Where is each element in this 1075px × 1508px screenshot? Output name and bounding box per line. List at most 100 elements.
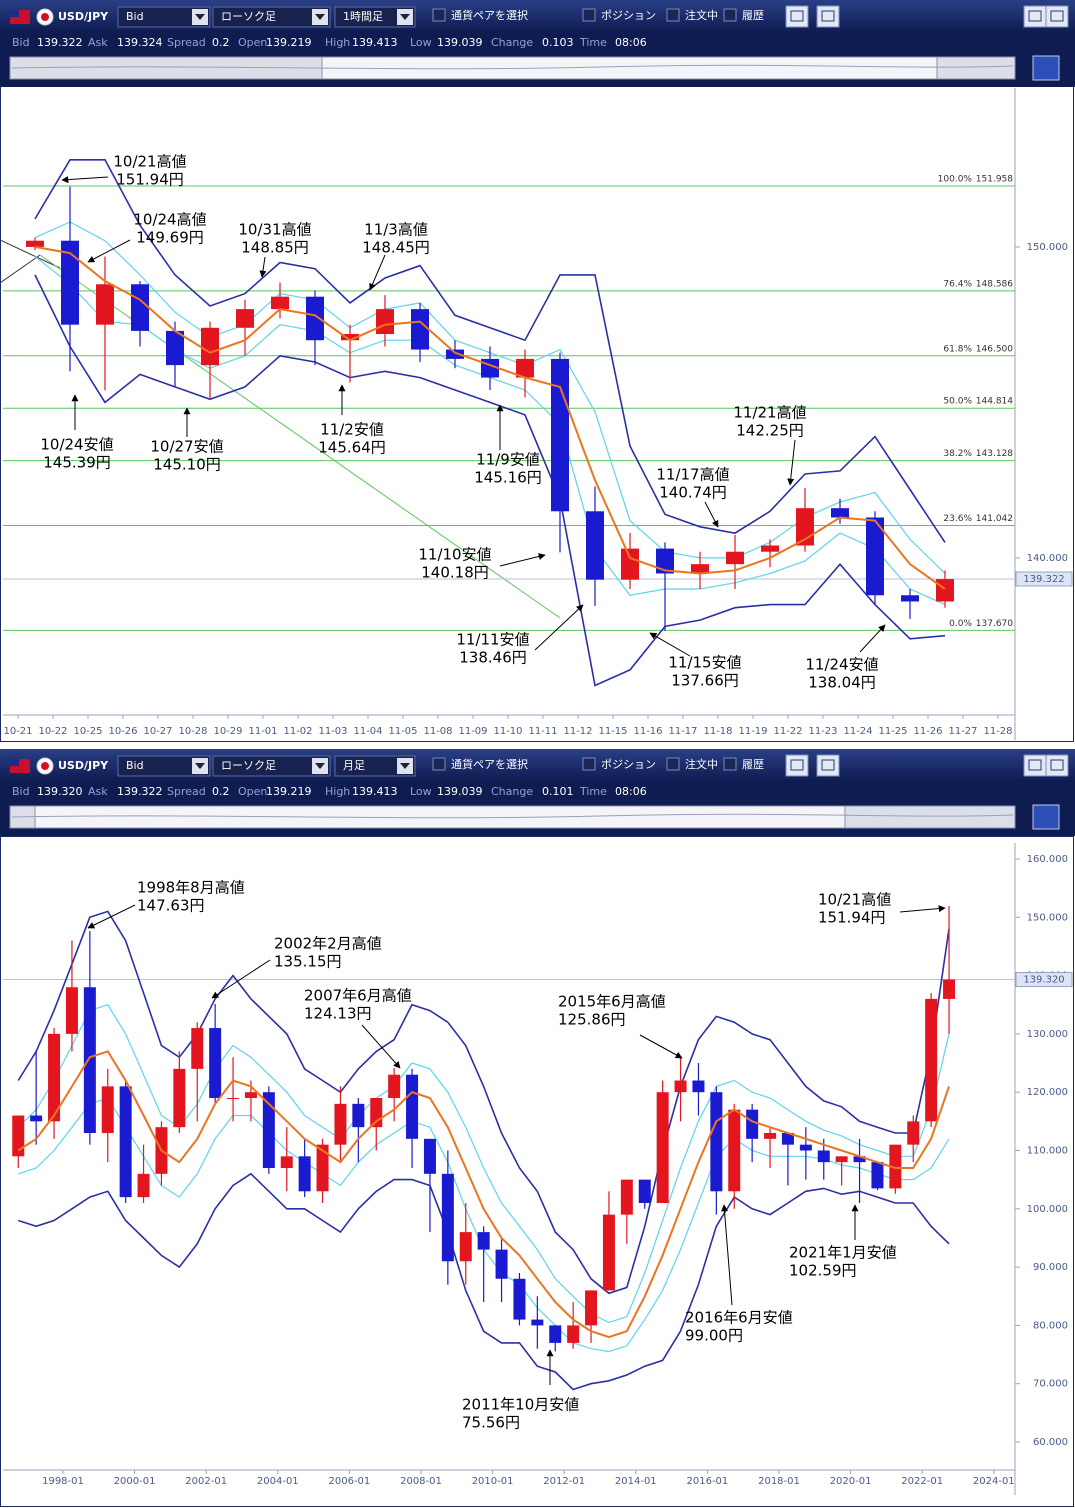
candle-body [831,508,849,518]
checkbox-label[interactable]: 履歴 [742,9,764,22]
select[interactable] [334,6,416,28]
icon-button[interactable] [1023,754,1047,777]
annotation-arrow [211,959,271,999]
flag-icon [41,762,49,770]
checkbox[interactable] [666,757,680,771]
checkbox[interactable] [723,8,737,22]
checkbox-label[interactable]: 注文中 [685,8,718,22]
candle-body [656,1092,669,1203]
quote-value: 139.322 [117,785,163,798]
quote-label: Open [238,785,267,798]
annotation-text: 10/24高値 [133,211,206,229]
checkbox[interactable] [582,757,596,771]
annotation-price: 124.13円 [304,1005,372,1023]
x-tick-label: 11-09 [458,726,487,737]
icon-button[interactable] [1045,754,1069,777]
candle-body [889,1144,902,1189]
annotation-price: 102.59円 [789,1262,857,1280]
checkbox-label[interactable]: 通貨ペアを選択 [451,8,528,22]
checkbox[interactable] [432,757,446,771]
navigator-window[interactable] [34,805,846,829]
candle-body [201,327,219,366]
annotation-text: 10/21高値 [113,153,186,171]
checkbox[interactable] [432,8,446,22]
fib-ratio: 23.6% [943,514,972,524]
select[interactable] [334,755,416,777]
annotation-text: 2015年6月高値 [558,993,666,1011]
x-tick-label: 11-27 [948,726,977,737]
candle-body [441,1173,454,1262]
select-label[interactable]: Bid [126,10,144,23]
icon-button[interactable] [785,754,809,777]
candle-body [173,1068,186,1128]
checkbox-label[interactable]: ポジション [601,758,656,771]
candle-body [65,987,78,1034]
x-tick-label: 10-29 [213,726,242,737]
select-label[interactable]: ローソク足 [221,759,276,772]
checkbox-label[interactable]: 注文中 [685,757,718,771]
quote-label: Open [238,36,267,49]
candle-body [83,987,96,1134]
candle-body [61,240,79,325]
annotation-price: 140.18円 [421,564,489,582]
select[interactable] [117,6,211,28]
y-tick-label: 130.000 [1027,1029,1068,1040]
select-arrow [315,763,325,769]
candle-body [341,334,359,341]
quote-label: Low [410,785,432,798]
navigator-line [11,64,1014,70]
annotation-price: 148.45円 [362,239,430,257]
select[interactable] [212,6,331,28]
icon-button[interactable] [816,754,840,777]
quote-value: 139.320 [37,785,83,798]
annotation-arrow [499,553,546,567]
select-label[interactable]: Bid [126,759,144,772]
candle-body [280,1156,293,1168]
fib-value: 148.586 [976,279,1013,289]
annotation-text: 11/15安値 [668,654,741,672]
checkbox-label[interactable]: 通貨ペアを選択 [451,757,528,771]
x-tick-label: 11-18 [703,726,732,737]
y-tick-label: 90.000 [1033,1262,1068,1273]
checkbox-label[interactable]: ポジション [601,9,656,22]
candle-body [30,1115,43,1122]
candle-body [298,1156,311,1192]
annotation-text: 11/3高値 [364,221,428,239]
bollinger-band [17,1003,950,1324]
candle-body [227,1098,240,1100]
y-tick-label: 120.000 [1027,1087,1068,1098]
checkbox[interactable] [723,757,737,771]
fib-ratio: 76.4% [943,279,972,289]
candle-body [531,1319,544,1326]
checkbox[interactable] [666,8,680,22]
quote-value: 08:06 [615,36,647,49]
checkbox[interactable] [582,8,596,22]
select-label[interactable]: 1時間足 [343,10,383,23]
select-arrow [195,14,205,20]
candle-body [674,1080,687,1093]
annotation-price: 145.16円 [474,469,542,487]
select[interactable] [212,755,331,777]
quote-label: Ask [88,785,108,798]
icon-button[interactable] [1023,5,1047,28]
select-label[interactable]: 月足 [343,759,365,772]
select-arrow [315,14,325,20]
annotation-text: 11/17高値 [656,466,729,484]
candle-body [244,1092,257,1099]
bollinger-band [17,910,950,1295]
candle-body [936,579,954,602]
candle-body [620,1179,633,1215]
icon-button[interactable] [1032,804,1060,830]
y-tick-label: 100.000 [1027,1204,1068,1215]
icon-button[interactable] [785,5,809,28]
x-tick-label: 2016-01 [687,1476,729,1487]
price-tag [1015,972,1073,988]
fib-ratio: 100.0% [938,175,973,185]
select[interactable] [117,755,211,777]
candle-body [12,1115,25,1157]
icon-button[interactable] [816,5,840,28]
icon-button[interactable] [1032,55,1060,81]
icon-button[interactable] [1045,5,1069,28]
checkbox-label[interactable]: 履歴 [742,758,764,771]
select-label[interactable]: ローソク足 [221,10,276,23]
